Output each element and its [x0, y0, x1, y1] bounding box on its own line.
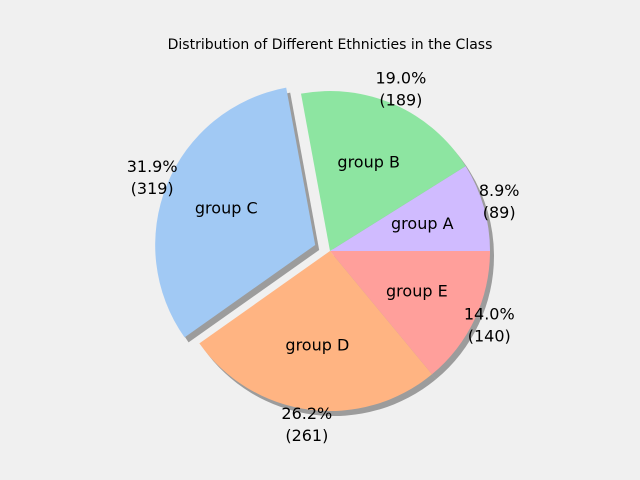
slice-group-c	[155, 87, 316, 338]
chart-title: Distribution of Different Ethnicties in …	[168, 37, 493, 53]
slice-group-b	[301, 90, 466, 251]
slice-group-d	[199, 251, 432, 411]
slice-labels: group A 8.9% (89) group B 19.0% (189) group C 3…	[127, 68, 520, 445]
slice-count-group-b: (189)	[379, 90, 422, 109]
slice-pct-group-b: 19.0%	[375, 68, 426, 87]
slice-label-group-c: group C	[195, 198, 258, 217]
slice-pct-group-a: 8.9%	[479, 181, 520, 200]
slice-label-group-d: group D	[285, 336, 349, 355]
slice-label-group-a: group A	[391, 214, 454, 233]
slice-pct-group-d: 26.2%	[281, 404, 332, 423]
slice-label-group-e: group E	[386, 281, 448, 300]
pie-slices	[155, 87, 490, 411]
slice-label-group-b: group B	[337, 153, 400, 172]
slice-count-group-e: (140)	[468, 326, 511, 345]
slice-group-a	[330, 166, 490, 251]
slice-pct-group-c: 31.9%	[127, 157, 178, 176]
slice-count-group-c: (319)	[131, 179, 174, 198]
slice-count-group-a: (89)	[483, 203, 516, 222]
slice-pct-group-e: 14.0%	[464, 304, 515, 323]
slice-count-group-d: (261)	[285, 426, 328, 445]
slice-group-e	[330, 251, 490, 375]
